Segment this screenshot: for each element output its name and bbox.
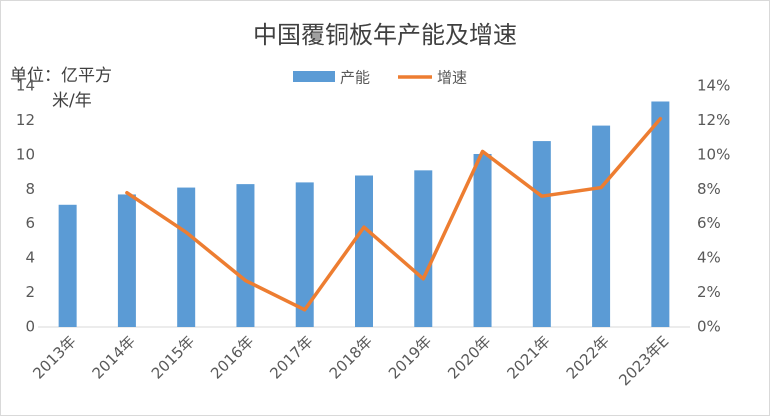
y-axis-label: 米/年 [52, 91, 92, 111]
y-tick-label: 14 [16, 77, 35, 95]
bar [473, 153, 492, 327]
bar [58, 204, 77, 327]
y2-tick-label: 2% [697, 283, 721, 301]
y-tick-label: 12 [16, 111, 35, 129]
y2-tick-label: 0% [697, 318, 721, 336]
legend-label: 产能 [340, 69, 370, 87]
chart-title: 中国覆铜板年产能及增速 [253, 21, 517, 49]
bar [236, 184, 255, 327]
y2-tick-label: 4% [697, 249, 721, 267]
y-axis-label: 单位：亿平方 [10, 66, 112, 86]
y2-tick-label: 8% [697, 180, 721, 198]
y2-tick-label: 6% [697, 214, 721, 232]
y2-tick-label: 14% [697, 77, 730, 95]
y2-tick-label: 12% [697, 111, 730, 129]
line [125, 116, 663, 312]
bar [592, 125, 611, 327]
bar [177, 187, 196, 327]
bar [117, 194, 136, 327]
bar [532, 141, 551, 327]
y-tick-label: 8 [25, 180, 35, 198]
bar [651, 101, 670, 327]
y-tick-label: 10 [16, 145, 35, 163]
bar [355, 175, 373, 327]
legend-label: 增速 [437, 69, 467, 87]
y-tick-label: 2 [25, 283, 35, 301]
y2-tick-label: 10% [697, 145, 730, 163]
y-tick-label: 0 [25, 318, 35, 336]
legend-swatch [293, 71, 335, 82]
bar [414, 170, 433, 327]
y-tick-label: 4 [25, 249, 35, 267]
y-tick-label: 6 [25, 214, 35, 232]
bar [295, 182, 314, 327]
